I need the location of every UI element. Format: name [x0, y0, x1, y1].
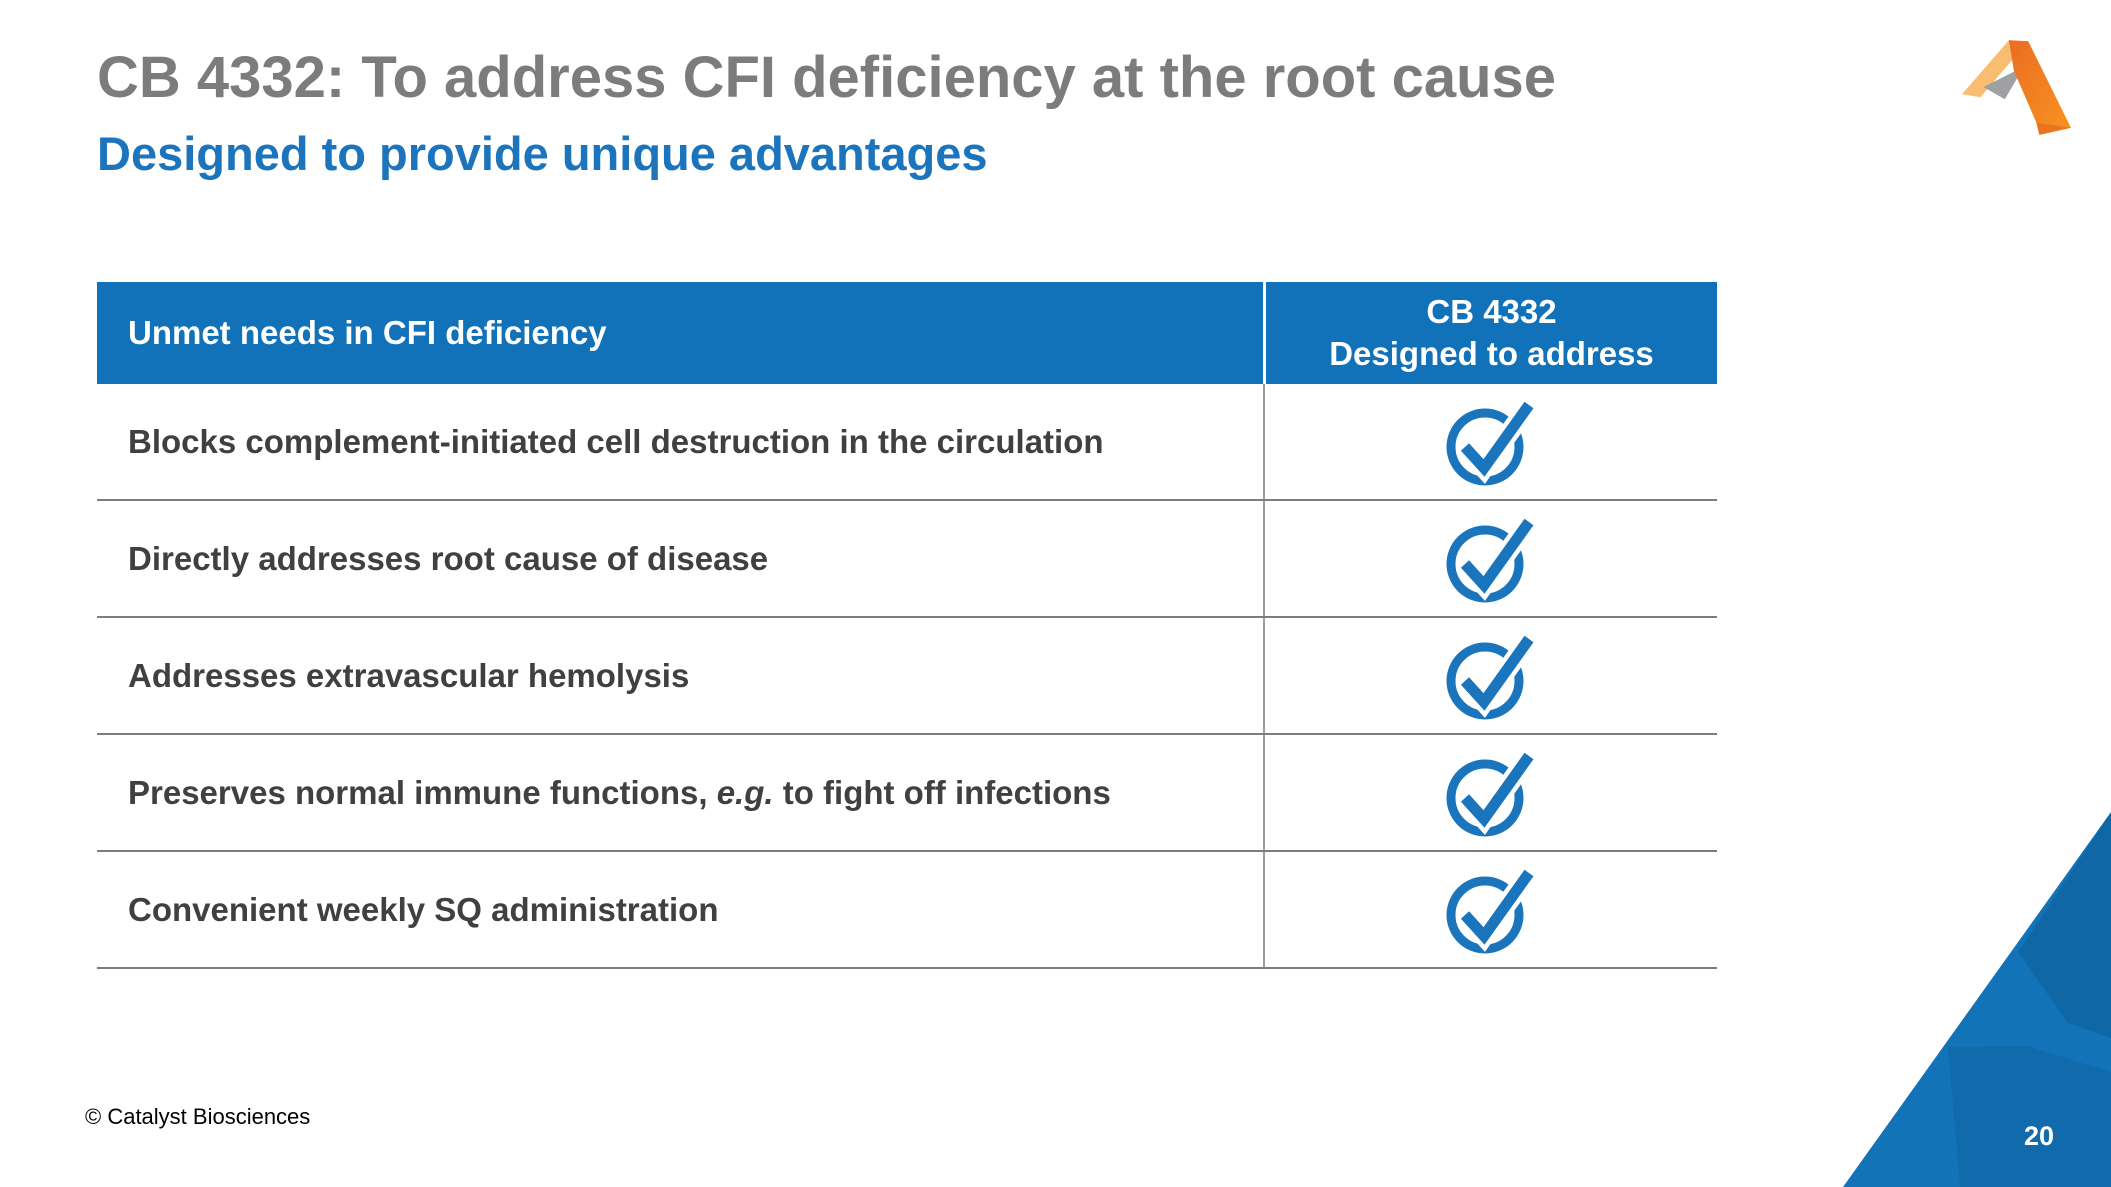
- check-circle-icon: [1446, 515, 1538, 602]
- check-circle-icon: [1446, 632, 1538, 719]
- unmet-need-text: Convenient weekly SQ administration: [128, 890, 719, 928]
- blue-corner-graphic: [1843, 812, 2111, 1187]
- page-subtitle: Designed to provide unique advantages: [97, 127, 988, 180]
- unmet-need-text: Preserves normal immune functions, e.g. …: [128, 774, 1111, 812]
- header-cb4332-line1: CB 4332: [1426, 293, 1557, 330]
- table-row: Addresses extravascular hemolysis: [97, 618, 1717, 735]
- unmet-need-text-suffix: to fight off infections: [773, 773, 1111, 811]
- table-row: Convenient weekly SQ administration: [97, 852, 1717, 969]
- copyright-text: © Catalyst Biosciences: [85, 1104, 311, 1129]
- unmet-need-cell: Addresses extravascular hemolysis: [97, 618, 1263, 733]
- unmet-need-cell: Directly addresses root cause of disease: [97, 501, 1263, 616]
- table-header-row: Unmet needs in CFI deficiency CB 4332 De…: [97, 282, 1717, 384]
- check-cell: [1263, 735, 1717, 850]
- page-number: 20: [2024, 1121, 2055, 1151]
- check-cell: [1263, 618, 1717, 733]
- table-row: Blocks complement-initiated cell destruc…: [97, 384, 1717, 501]
- header-unmet-needs: Unmet needs in CFI deficiency: [128, 314, 607, 351]
- check-circle-icon: [1446, 398, 1538, 485]
- unmet-need-text: Blocks complement-initiated cell destruc…: [128, 422, 1104, 460]
- table-row: Directly addresses root cause of disease: [97, 501, 1717, 618]
- unmet-need-text-prefix: Preserves normal immune functions,: [128, 773, 717, 811]
- check-cell: [1263, 852, 1717, 967]
- check-circle-icon: [1446, 749, 1538, 836]
- unmet-need-cell: Convenient weekly SQ administration: [97, 852, 1263, 967]
- header-cb4332: CB 4332 Designed to address: [1263, 282, 1717, 384]
- table-row: Preserves normal immune functions, e.g. …: [97, 735, 1717, 852]
- unmet-need-text-italic: e.g.: [716, 773, 774, 811]
- catalyst-biosciences-logo-icon: [1962, 40, 2071, 135]
- unmet-need-cell: Preserves normal immune functions, e.g. …: [97, 735, 1263, 850]
- check-cell: [1263, 384, 1717, 499]
- comparison-table: Unmet needs in CFI deficiency CB 4332 De…: [97, 282, 1717, 969]
- header-cb4332-line2: Designed to address: [1329, 335, 1654, 372]
- check-cell: [1263, 501, 1717, 616]
- check-circle-icon: [1446, 866, 1538, 953]
- unmet-need-text: Directly addresses root cause of disease: [128, 539, 769, 577]
- unmet-need-text: Addresses extravascular hemolysis: [128, 656, 690, 694]
- page-title: CB 4332: To address CFI deficiency at th…: [97, 45, 1557, 110]
- unmet-need-cell: Blocks complement-initiated cell destruc…: [97, 384, 1263, 499]
